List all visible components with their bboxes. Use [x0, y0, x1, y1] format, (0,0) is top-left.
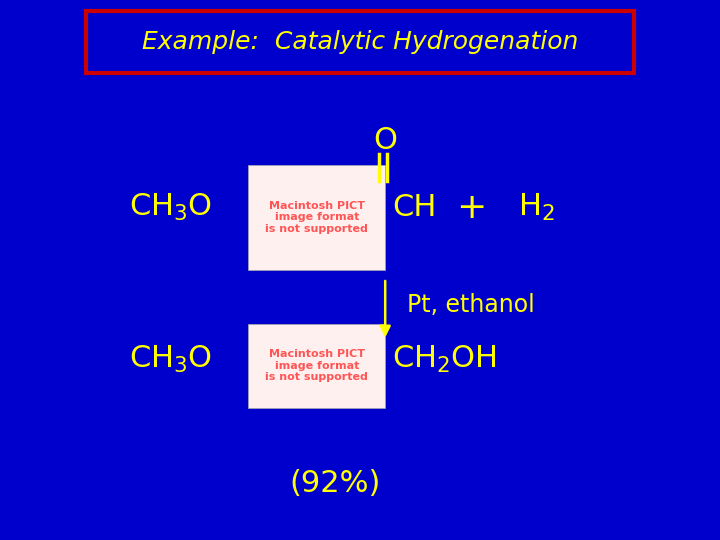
Text: CH$_2$OH: CH$_2$OH: [392, 343, 498, 375]
Text: Macintosh PICT
image format
is not supported: Macintosh PICT image format is not suppo…: [266, 349, 368, 382]
Text: CH$_3$O: CH$_3$O: [129, 192, 212, 224]
Text: Example:  Catalytic Hydrogenation: Example: Catalytic Hydrogenation: [142, 30, 578, 54]
Text: (92%): (92%): [289, 469, 380, 498]
Text: +: +: [456, 191, 487, 225]
Text: CH$_3$O: CH$_3$O: [129, 343, 212, 375]
FancyBboxPatch shape: [86, 11, 634, 73]
Text: Pt, ethanol: Pt, ethanol: [407, 293, 534, 317]
FancyBboxPatch shape: [248, 165, 385, 270]
Text: H$_2$: H$_2$: [518, 192, 555, 224]
Text: O: O: [373, 126, 397, 155]
Text: Macintosh PICT
image format
is not supported: Macintosh PICT image format is not suppo…: [266, 201, 368, 234]
FancyBboxPatch shape: [248, 324, 385, 408]
Text: CH: CH: [392, 193, 437, 222]
